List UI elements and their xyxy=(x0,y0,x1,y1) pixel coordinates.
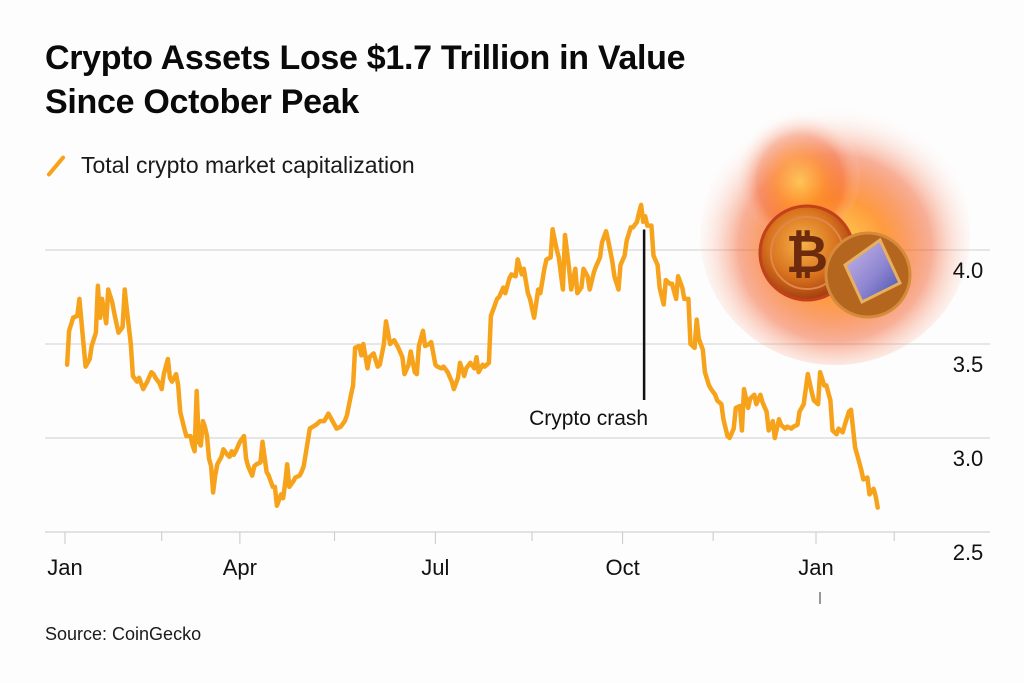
y-tick-label: 3.0 xyxy=(953,446,984,471)
chart-title-line-1: Crypto Assets Lose $1.7 Trillion in Valu… xyxy=(45,39,686,77)
fire-icon xyxy=(740,110,860,240)
chart-title: Crypto Assets Lose $1.7 Trillion in Valu… xyxy=(45,36,865,124)
x-tick-label: Jan xyxy=(798,555,833,580)
x-tick-label: Apr xyxy=(223,555,257,580)
legend: Total crypto market capitalization xyxy=(45,152,415,179)
annotation-label: Crypto crash xyxy=(529,407,648,430)
y-tick-label: 4.0 xyxy=(953,258,984,283)
y-axis: 2.5 3.0 3.5 4.0 xyxy=(953,258,984,565)
legend-label: Total crypto market capitalization xyxy=(81,152,415,178)
annotation-crypto-crash: Crypto crash xyxy=(529,229,648,430)
chart-title-line-2: Since October Peak xyxy=(45,83,359,121)
burning-coins-illustration: ₿ xyxy=(700,105,970,365)
x-tick-label: Oct xyxy=(605,555,639,580)
ethereum-coin-icon xyxy=(824,231,912,319)
series-line xyxy=(64,202,880,510)
y-tick-label: 3.5 xyxy=(953,352,984,377)
svg-text:₿: ₿ xyxy=(786,226,828,284)
y-tick-label: 2.5 xyxy=(953,540,984,565)
source-note: Source: CoinGecko xyxy=(45,624,202,644)
x-axis: Jan Apr Jul Oct Jan xyxy=(47,532,895,604)
x-tick-label: Jan xyxy=(47,555,82,580)
x-tick-label: Jul xyxy=(421,555,449,580)
